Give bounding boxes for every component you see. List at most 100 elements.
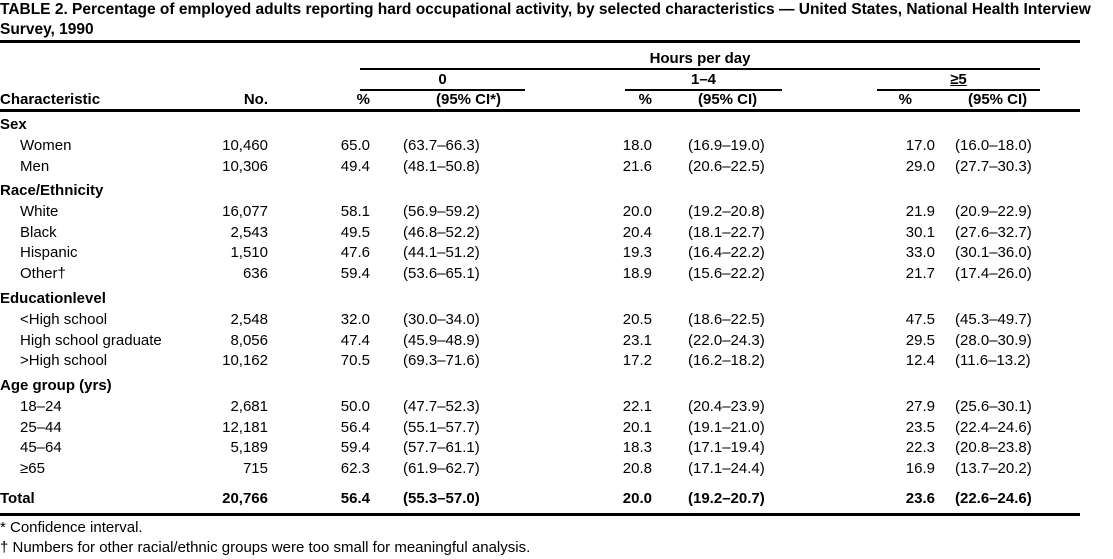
col-characteristic: Characteristic: [0, 91, 101, 108]
top-rule: [0, 40, 1080, 43]
row-label: 25–44: [20, 418, 62, 436]
row-label: 18–24: [20, 398, 62, 415]
cell-no: 10,306: [222, 157, 268, 175]
cell-pct-0: 47.4: [340, 331, 370, 349]
header-rule: [0, 109, 1080, 112]
cell-pct-1: 18.0: [622, 137, 652, 154]
cell-ci-2: (45.3–49.7): [955, 311, 1032, 328]
section-header: Educationlevel: [0, 290, 106, 307]
cell-no: 636: [242, 264, 268, 282]
footnote-ci: * Confidence interval.: [0, 519, 143, 536]
cell-no: 5,189: [230, 439, 268, 456]
cell-pct-1: 18.3: [622, 439, 652, 456]
cell-pct-0: 50.0: [340, 398, 370, 415]
section-header: Sex: [0, 116, 27, 133]
group-5plus-rule: [877, 89, 1040, 91]
cell-pct-1: 21.6: [622, 157, 652, 175]
cell-no: 12,181: [222, 418, 268, 436]
cell-ci-2: (20.8–23.8): [955, 439, 1032, 456]
row-label: >High school: [20, 352, 108, 369]
cell-ci-2: (30.1–36.0): [955, 244, 1032, 261]
cell-ci-0: (56.9–59.2): [403, 203, 480, 220]
cell-ci-2: (11.6–13.2): [955, 352, 1031, 369]
cell-ci-1: (17.1–19.4): [688, 439, 765, 456]
cell-ci-2: (25.6–30.1): [955, 398, 1032, 415]
cell-pct-1: 18.9: [622, 264, 652, 282]
cell-ci-0: (57.7–61.1): [403, 439, 480, 456]
row-label: <High school: [20, 311, 108, 328]
cell-ci-2: (22.6–24.6): [955, 490, 1032, 507]
cell-pct-2: 16.9: [905, 459, 935, 477]
cell-ci-0: (53.6–65.1): [403, 264, 480, 282]
cell-pct-0: 47.6: [340, 244, 370, 261]
cell-pct-0: 49.5: [340, 223, 370, 241]
group-1-4: 1–4: [690, 71, 717, 88]
cell-pct-1: 20.8: [622, 459, 652, 477]
cell-pct-0: 62.3: [340, 459, 370, 477]
row-label: Hispanic: [20, 244, 78, 261]
row-label: Women: [20, 137, 72, 154]
col-no: No.: [243, 91, 268, 108]
cell-pct-2: 21.7: [905, 264, 935, 282]
cell-pct-2: 22.3: [905, 439, 935, 456]
cell-no: 715: [242, 459, 268, 477]
cell-no: 10,162: [222, 352, 268, 369]
row-label: Black: [20, 223, 57, 241]
cell-pct-0: 32.0: [340, 311, 370, 328]
col-ci-0: (95% CI*): [436, 91, 502, 108]
cell-pct-2: 29.5: [905, 331, 935, 349]
cell-ci-0: (46.8–52.2): [403, 223, 480, 241]
cell-pct-2: 30.1: [905, 223, 935, 241]
group-1-4-rule: [625, 89, 782, 91]
cell-pct-2: 23.5: [905, 418, 935, 436]
cell-pct-1: 20.0: [622, 203, 652, 220]
cell-ci-0: (55.3–57.0): [403, 490, 480, 507]
col-pct-1: %: [638, 91, 652, 108]
cell-ci-2: (27.6–32.7): [955, 223, 1032, 241]
cell-pct-0: 59.4: [340, 264, 370, 282]
cell-ci-0: (61.9–62.7): [403, 459, 480, 477]
col-pct-2: %: [898, 91, 912, 108]
col-ci-1: (95% CI): [698, 91, 758, 108]
group-0-rule: [360, 89, 525, 91]
cell-pct-2: 27.9: [905, 398, 935, 415]
cell-ci-1: (18.1–22.7): [688, 223, 765, 241]
cell-pct-2: 33.0: [905, 244, 935, 261]
cell-pct-0: 58.1: [340, 203, 370, 220]
cell-pct-0: 56.4: [340, 418, 370, 436]
cell-ci-2: (16.0–18.0): [955, 137, 1032, 154]
col-pct-0: %: [356, 91, 370, 108]
cell-ci-2: (13.7–20.2): [955, 459, 1032, 477]
row-label: High school graduate: [20, 331, 162, 349]
cell-no: 20,766: [222, 490, 268, 507]
cell-ci-0: (47.7–52.3): [403, 398, 480, 415]
cell-pct-2: 21.9: [905, 203, 935, 220]
cell-pct-0: 56.4: [340, 490, 370, 507]
spanner-hours-per-day: Hours per day: [649, 50, 751, 67]
row-label: ≥65: [20, 459, 45, 477]
cell-ci-1: (16.9–19.0): [688, 137, 765, 154]
spanner-rule: [360, 68, 1040, 70]
group-5plus: ≥5: [950, 71, 967, 88]
row-label: White: [20, 203, 59, 220]
cell-ci-1: (18.6–22.5): [688, 311, 765, 328]
table-title: TABLE 2. Percentage of employed adults r…: [0, 1, 1091, 38]
cell-ci-2: (17.4–26.0): [955, 264, 1032, 282]
cell-no: 8,056: [230, 331, 268, 349]
section-header: Race/Ethnicity: [0, 182, 104, 199]
cell-pct-1: 20.1: [622, 418, 652, 436]
cell-pct-2: 47.5: [905, 311, 935, 328]
cell-ci-1: (20.4–23.9): [688, 398, 765, 415]
cell-pct-0: 70.5: [340, 352, 370, 369]
cell-ci-2: (27.7–30.3): [955, 157, 1032, 175]
cell-ci-2: (22.4–24.6): [955, 418, 1032, 436]
cell-ci-1: (15.6–22.2): [688, 264, 765, 282]
cell-pct-0: 65.0: [340, 137, 370, 154]
cell-pct-1: 17.2: [622, 352, 652, 369]
cell-ci-2: (28.0–30.9): [955, 331, 1032, 349]
cell-pct-1: 19.3: [622, 244, 652, 261]
footnote-other: † Numbers for other racial/ethnic groups…: [0, 539, 531, 556]
cell-ci-0: (55.1–57.7): [403, 418, 480, 436]
cell-pct-2: 17.0: [905, 137, 935, 154]
cell-ci-0: (45.9–48.9): [403, 331, 480, 349]
